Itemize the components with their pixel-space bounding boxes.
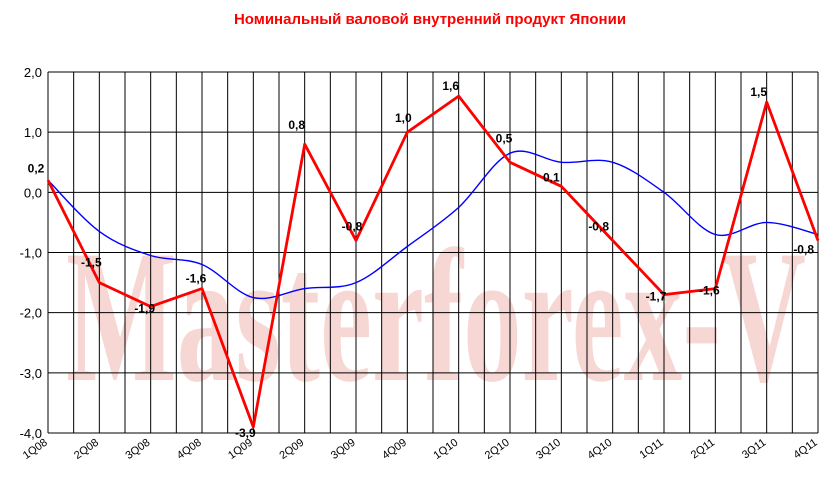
- x-tick-label: 4Q11: [791, 437, 819, 462]
- x-tick-label: 2Q10: [483, 437, 512, 462]
- x-tick-label: 3Q09: [329, 437, 358, 462]
- gdp-line: [46, 94, 820, 429]
- data-label: 1,0: [395, 111, 412, 125]
- data-label: -1,6: [699, 284, 720, 298]
- y-tick-label: -3,0: [20, 366, 42, 381]
- y-tick-label: -1,0: [20, 246, 42, 261]
- series: [46, 94, 820, 429]
- data-label: -0,8: [588, 219, 609, 233]
- y-tick-label: 2,0: [24, 65, 42, 80]
- data-label: 0,1: [543, 170, 560, 184]
- x-tick-label: 1Q10: [431, 437, 460, 462]
- x-tick-label: 2Q08: [72, 437, 101, 462]
- y-tick-label: -2,0: [20, 306, 42, 321]
- data-label: 1,5: [750, 85, 767, 99]
- data-label: 1,6: [442, 79, 459, 93]
- data-label: -1,5: [81, 256, 102, 270]
- data-label: -1,6: [186, 272, 207, 286]
- x-tick-label: 4Q10: [585, 437, 614, 462]
- x-tick-label: 3Q08: [123, 437, 152, 462]
- data-label: 0,8: [288, 118, 305, 132]
- data-label: 0,5: [496, 131, 513, 145]
- x-tick-label: 4Q08: [175, 437, 204, 462]
- y-tick-label: 1,0: [24, 125, 42, 140]
- data-label: -0,8: [342, 219, 363, 233]
- grid: [47, 71, 819, 434]
- x-tick-label: 2Q11: [689, 437, 717, 462]
- x-tick-label: 2Q09: [277, 437, 306, 462]
- data-label: -0,8: [793, 242, 814, 256]
- data-labels: 0,2 -1,5 -1,9 -1,6 -3,9 0,8 -0,8 1,0 1,6 0,5 0,1 -0…: [28, 79, 815, 440]
- data-label: 0,2: [28, 161, 45, 175]
- y-axis-ticks: 2,0 1,0 0,0 -1,0 -2,0 -3,0 -4,0: [20, 65, 42, 441]
- trend-line: [47, 150, 819, 300]
- y-tick-label: -4,0: [20, 426, 42, 441]
- y-tick-label: 0,0: [24, 185, 42, 200]
- x-tick-label: 4Q09: [380, 437, 409, 462]
- x-tick-label: 1Q09: [226, 437, 255, 462]
- data-label: -3,9: [235, 426, 256, 440]
- data-label: -1,7: [646, 290, 667, 304]
- x-tick-label: 3Q10: [534, 437, 563, 462]
- watermark: Masterforex-V: [66, 212, 806, 422]
- data-label: -1,9: [134, 302, 155, 316]
- x-tick-label: 3Q11: [740, 437, 768, 462]
- chart-title: Номинальный валовой внутренний продукт Я…: [234, 11, 626, 28]
- x-tick-label: 1Q11: [637, 437, 665, 462]
- x-axis-ticks: 1Q08 2Q08 3Q08 4Q08 1Q09 2Q09 3Q09 4Q09 1Q10 2Q10…: [21, 437, 820, 462]
